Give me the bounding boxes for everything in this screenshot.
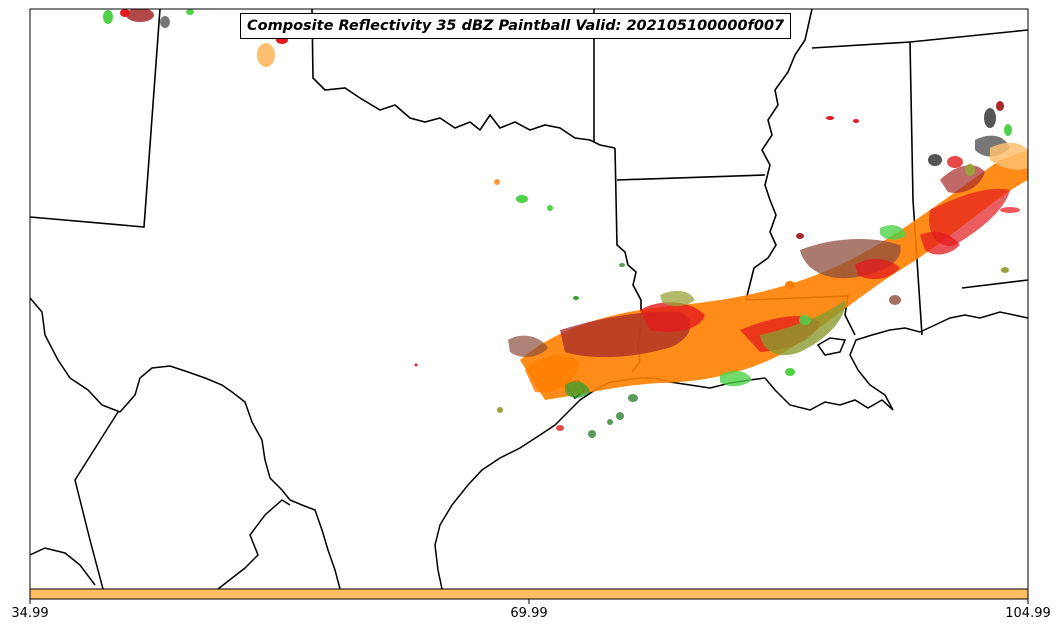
boundary-new-mexico-texas	[30, 9, 161, 228]
cell-darkred-ne-1	[996, 101, 1004, 111]
cell-olive-1	[497, 407, 503, 413]
mexico-state-line-3	[217, 499, 291, 589]
cell-red-ms-2	[826, 116, 834, 120]
cell-green-2	[547, 205, 553, 211]
band-red-5	[855, 258, 900, 280]
cell-grey-top-1	[160, 16, 170, 28]
band-red-3	[929, 188, 1010, 246]
band-lightgreen-2	[880, 225, 906, 240]
cell-green-1	[516, 195, 528, 203]
cell-green-top-1	[103, 10, 113, 24]
colorbar-tick-label-2: 69.99	[510, 606, 548, 621]
cell-olive-ne-1	[965, 164, 975, 176]
coast-louisiana	[764, 311, 1028, 411]
lake-pontchartrain	[816, 337, 847, 356]
cell-darkgreen-ar-1	[619, 263, 625, 267]
boundary-alabama-georgia	[909, 29, 1028, 43]
boundary-mississippi-river	[745, 9, 813, 301]
cell-red-ne-2	[1000, 207, 1020, 213]
cell-grey-ne-2	[928, 154, 942, 166]
band-orange-west	[525, 355, 580, 393]
cell-darkgreen-3	[588, 430, 596, 438]
cell-green-top-2	[186, 9, 194, 15]
mexico-state-line-1	[74, 411, 119, 589]
map-title-text: Composite Reflectivity 35 dBZ Paintball …	[247, 18, 785, 34]
band-lightgreen-1	[720, 370, 752, 387]
cell-darkgreen-4	[607, 419, 613, 425]
band-olive-1	[760, 300, 846, 356]
map-layer	[30, 9, 1028, 589]
cell-red-ms-1	[853, 119, 859, 123]
boundary-mississippi-alabama	[909, 41, 923, 336]
cell-darkgreen-2	[616, 412, 624, 420]
band-red-4	[920, 231, 960, 255]
cell-orange-1	[494, 179, 500, 185]
cell-darkred-top-1	[126, 9, 154, 22]
boundary-tennessee	[811, 41, 911, 49]
band-brown-west	[508, 335, 548, 357]
cell-tan-1	[257, 43, 275, 67]
paintball-scattered	[103, 9, 1020, 438]
paintball-band	[508, 135, 1028, 400]
rio-grande	[30, 297, 341, 589]
band-green-1	[565, 381, 590, 398]
cell-darkgreen-1	[628, 394, 638, 402]
cell-red-ne-1	[947, 156, 963, 168]
coast-texas	[434, 377, 766, 589]
cell-orange-la-1	[785, 281, 795, 289]
map-background	[30, 9, 1028, 589]
mexico-borders	[30, 297, 341, 589]
colorbar	[29, 588, 1029, 600]
band-tan-1	[990, 142, 1028, 170]
cell-darkred-la-1	[796, 233, 804, 239]
cell-green-la-2	[785, 368, 795, 376]
cell-green-la-1	[799, 315, 811, 325]
cell-green-ar-1	[573, 296, 579, 300]
mexico-state-line-2	[30, 547, 96, 586]
cell-grey-ne-1	[984, 108, 996, 128]
boundary-florida-panhandle	[961, 279, 1028, 289]
cell-brown-la-1	[889, 295, 901, 305]
colorbar-tick-label-3: 104.99	[1005, 606, 1051, 621]
cell-olive-ne-2	[1001, 267, 1009, 273]
cell-red-1	[556, 425, 564, 431]
cell-green-ne-1	[1004, 124, 1012, 136]
map-title: Composite Reflectivity 35 dBZ Paintball …	[240, 13, 792, 39]
cell-red-tx-1	[414, 363, 418, 367]
band-olive-2	[660, 290, 695, 307]
band-red-1	[640, 302, 705, 332]
colorbar-tick-label-1: 34.99	[11, 606, 49, 621]
boundary-texas-oklahoma-north	[311, 9, 616, 149]
cell-red-top-2	[120, 9, 130, 17]
boundary-arkansas-louisiana	[616, 174, 766, 181]
